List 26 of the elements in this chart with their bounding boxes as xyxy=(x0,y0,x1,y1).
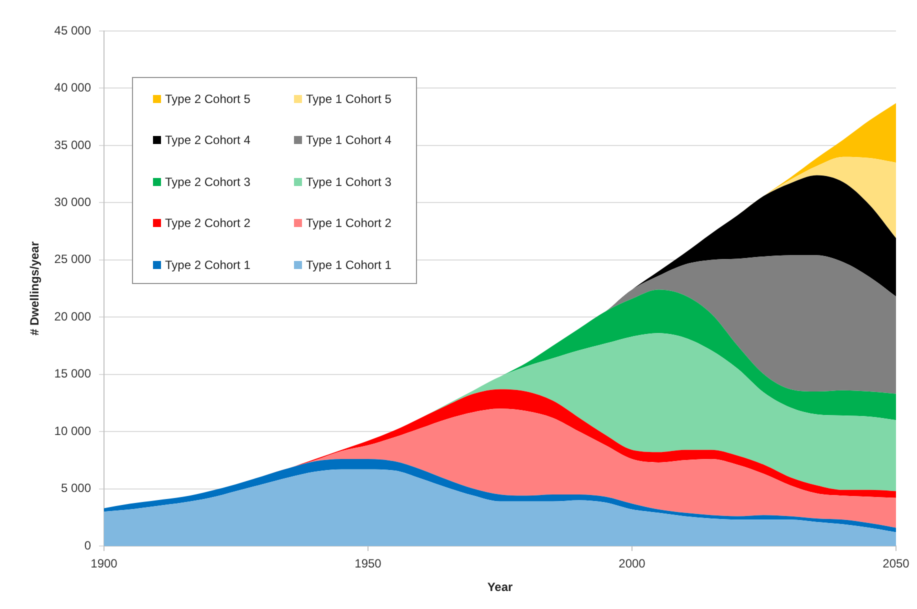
y-tick-label: 35 000 xyxy=(54,138,92,152)
legend-label: Type 2 Cohort 1 xyxy=(165,258,250,272)
y-tick-label: 15 000 xyxy=(54,366,92,381)
y-tick-label: 30 000 xyxy=(54,194,92,209)
legend-label: Type 1 Cohort 5 xyxy=(306,92,392,106)
y-axis-title: # Dwellings/year xyxy=(28,241,42,336)
x-tick-label: 2000 xyxy=(618,556,646,571)
y-tick-label: 25 000 xyxy=(54,252,92,266)
legend-label: Type 2 Cohort 2 xyxy=(165,216,250,230)
y-tick-label: 45 000 xyxy=(54,23,92,38)
x-axis-title: Year xyxy=(487,580,514,594)
y-tick-label: 10 000 xyxy=(54,424,92,438)
legend-label: Type 1 Cohort 1 xyxy=(306,258,392,272)
legend-label: Type 1 Cohort 4 xyxy=(306,133,392,148)
x-tick-label: 1950 xyxy=(354,556,382,571)
y-tick-label: 40 000 xyxy=(54,80,92,95)
legend-label: Type 1 Cohort 2 xyxy=(306,216,392,230)
x-tick-label: 1900 xyxy=(90,556,118,571)
x-tick-label: 2050 xyxy=(882,556,910,571)
legend-label: Type 2 Cohort 4 xyxy=(165,133,250,148)
legend-label: Type 1 Cohort 3 xyxy=(306,174,392,189)
y-tick-label: 5 000 xyxy=(60,481,92,496)
y-tick-label: 20 000 xyxy=(54,309,92,324)
y-tick-label: 0 xyxy=(84,538,92,552)
legend-label: Type 2 Cohort 3 xyxy=(165,174,250,189)
legend-label: Type 2 Cohort 5 xyxy=(165,92,250,106)
